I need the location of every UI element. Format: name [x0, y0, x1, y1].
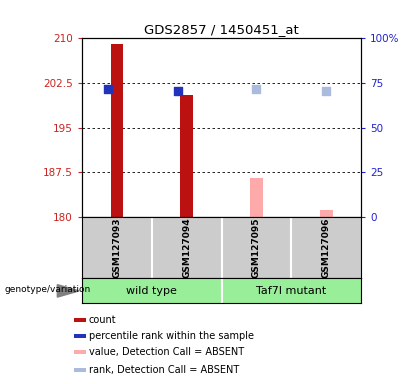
Text: value, Detection Call = ABSENT: value, Detection Call = ABSENT [89, 348, 244, 358]
Text: GSM127096: GSM127096 [322, 217, 331, 278]
Text: GSM127094: GSM127094 [182, 217, 191, 278]
Text: wild type: wild type [126, 286, 177, 296]
Title: GDS2857 / 1450451_at: GDS2857 / 1450451_at [144, 23, 299, 36]
Text: GSM127095: GSM127095 [252, 217, 261, 278]
Bar [74, 351, 86, 354]
Bar [180, 95, 193, 217]
Text: Taf7l mutant: Taf7l mutant [256, 286, 326, 296]
Text: count: count [89, 315, 116, 325]
Polygon shape [58, 285, 79, 297]
Bar [74, 318, 86, 322]
Point [105, 86, 112, 92]
Point [323, 88, 330, 94]
Bar [250, 178, 263, 217]
Bar [320, 210, 333, 217]
Bar [74, 334, 86, 338]
Text: percentile rank within the sample: percentile rank within the sample [89, 331, 254, 341]
Text: rank, Detection Call = ABSENT: rank, Detection Call = ABSENT [89, 365, 239, 375]
Bar [110, 44, 123, 217]
Point [253, 86, 260, 92]
Point [175, 88, 181, 94]
Bar [74, 368, 86, 372]
Text: genotype/variation: genotype/variation [4, 285, 90, 294]
Text: GSM127093: GSM127093 [112, 217, 121, 278]
